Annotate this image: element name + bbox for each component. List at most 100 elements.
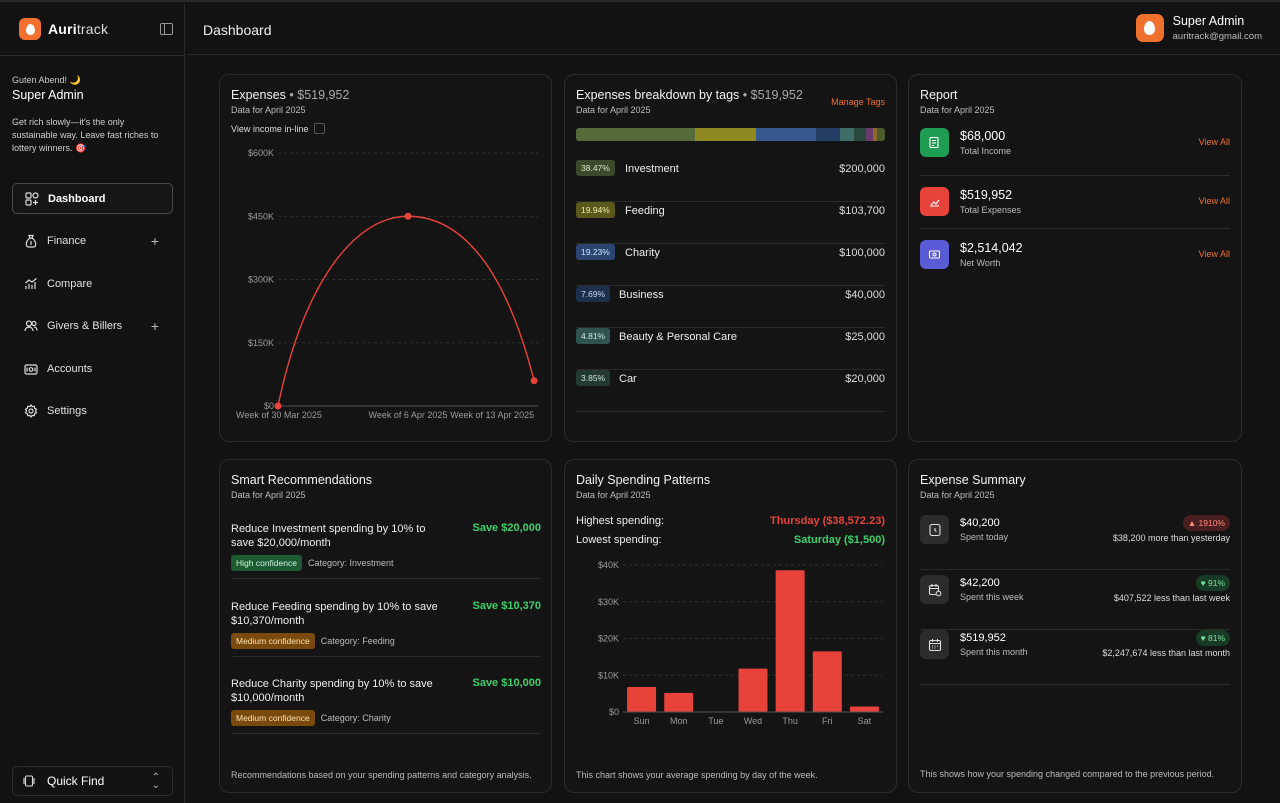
tag-percent-badge: 38.47% <box>576 160 615 176</box>
recommendation-item[interactable]: Reduce Charity spending by 10% to save $… <box>231 677 541 734</box>
money-bag-icon <box>25 234 37 248</box>
tag-bar-segment <box>576 128 695 141</box>
bar[interactable] <box>775 570 805 712</box>
y-tick-label: $300K <box>248 275 274 285</box>
expenses-line <box>277 215 535 407</box>
tag-bar-segment <box>877 128 885 141</box>
x-tick-label: Thu <box>782 716 798 726</box>
category-label: Category: Charity <box>320 713 391 723</box>
y-tick-label: $0 <box>609 707 619 717</box>
view-all-link[interactable]: View All <box>1198 249 1230 259</box>
tag-bar-segment <box>839 128 855 141</box>
tag-bar-segment <box>694 128 757 141</box>
divider <box>920 228 1230 229</box>
tag-row[interactable]: 7.69% Business $40,000 <box>576 286 885 328</box>
sidebar-nav: Dashboard Finance + Compare Givers & Bil… <box>12 183 173 439</box>
bar[interactable] <box>627 687 657 712</box>
save-amount: Save $10,370 <box>472 600 541 612</box>
user-menu[interactable]: Super Admin auritrack@gmail.com <box>1135 14 1262 42</box>
daily-bar-chart: $0 $10K $20K $30K $40K Sun Mon Tue Wed Thu Fri Sat <box>598 560 883 726</box>
report-card: Report Data for April 2025 $68,000 Total… <box>908 74 1242 442</box>
tag-row[interactable]: 19.94% Feeding $103,700 <box>576 202 885 244</box>
x-tick-label: Mon <box>670 716 688 726</box>
expenses-card: Expenses • $519,952 Data for April 2025 … <box>219 74 552 442</box>
x-tick-label: Sat <box>858 716 872 726</box>
avatar[interactable] <box>1135 14 1164 42</box>
confidence-badge: High confidence <box>231 555 302 571</box>
calendar-clock-icon <box>920 575 949 604</box>
bar[interactable] <box>849 706 879 712</box>
recommendation-text: Reduce Feeding spending by 10% to save $… <box>231 601 438 627</box>
tag-value: $20,000 <box>845 373 885 385</box>
x-tick-label: Sun <box>634 716 650 726</box>
tag-name: Car <box>619 373 637 385</box>
user-name: Super Admin <box>1172 14 1245 28</box>
tag-percent-badge: 3.85% <box>576 370 611 386</box>
manage-tags-link[interactable]: Manage Tags <box>831 97 885 107</box>
tag-row[interactable]: 38.47% Investment $200,000 <box>576 160 885 202</box>
expand-plus-icon[interactable]: + <box>150 317 159 334</box>
sidebar-item-dashboard[interactable]: Dashboard <box>12 183 173 214</box>
recommendation-text: Reduce Investment spending by 10% to sav… <box>231 523 426 549</box>
tag-row[interactable]: 4.81% Beauty & Personal Care $25,000 <box>576 328 885 370</box>
motivational-quote: Get rich slowly—it's the only sustainabl… <box>12 117 159 153</box>
lowest-label: Lowest spending: <box>576 534 662 546</box>
tag-value: $100,000 <box>839 247 885 259</box>
recommendation-item[interactable]: Reduce Investment spending by 10% to sav… <box>231 522 541 579</box>
expenses-line-chart: $0 $150K $300K $450K $600K Week of 30 Mar 202… <box>236 148 538 420</box>
brand-name: Auritrack <box>48 21 109 37</box>
tag-name: Beauty & Personal Care <box>619 331 738 343</box>
sidebar-item-label: Compare <box>47 277 93 290</box>
summary-value: $40,200 <box>960 517 1000 529</box>
summary-label: Spent this week <box>960 592 1024 602</box>
view-all-link[interactable]: View All <box>1198 196 1230 206</box>
sidebar-item-compare[interactable]: Compare <box>12 268 173 299</box>
highest-value: Thursday ($38,572.23) <box>770 515 885 527</box>
data-point[interactable] <box>404 212 412 220</box>
income-checkbox[interactable] <box>314 123 326 134</box>
income-icon <box>920 128 949 157</box>
logo-icon <box>19 18 41 40</box>
tag-percent-badge: 7.69% <box>576 286 611 302</box>
sidebar-item-settings[interactable]: Settings <box>12 396 173 427</box>
data-point[interactable] <box>274 402 282 410</box>
summary-row-today: $40,200 Spent today ▲ 1910% $38,200 more… <box>920 515 1230 570</box>
sidebar-item-finance[interactable]: Finance + <box>12 226 173 257</box>
sidebar-item-givers-billers[interactable]: Givers & Billers + <box>12 311 173 342</box>
report-label: Total Expenses <box>960 205 1022 215</box>
clock-icon <box>920 515 949 544</box>
recommendation-item[interactable]: Reduce Feeding spending by 10% to save $… <box>231 600 541 657</box>
brand[interactable]: Auritrack <box>19 18 108 40</box>
summary-label: Spent this month <box>960 647 1028 657</box>
report-value: $68,000 <box>960 129 1006 143</box>
change-text: $38,200 more than yesterday <box>1112 533 1230 543</box>
view-all-link[interactable]: View All <box>1198 137 1230 147</box>
tag-bar-segment <box>756 128 816 141</box>
sidebar-item-accounts[interactable]: Accounts <box>12 353 173 384</box>
report-value: $519,952 <box>960 188 1013 202</box>
recommendation-text: Reduce Charity spending by 10% to save $… <box>231 678 433 704</box>
view-income-toggle[interactable]: View income in-line <box>231 123 326 134</box>
data-point[interactable] <box>530 377 538 385</box>
card-title: Expense Summary <box>920 473 1026 487</box>
sidebar: Auritrack Guten Abend! 🌙 Super Admin Get… <box>0 4 185 803</box>
card-subtitle: Data for April 2025 <box>231 490 306 500</box>
breakdown-card: Expenses breakdown by tags • $519,952 Da… <box>564 74 897 442</box>
expand-plus-icon[interactable]: + <box>150 232 159 249</box>
quick-find-button[interactable]: Quick Find ⌃ ⌄ <box>12 766 173 796</box>
expenses-icon <box>920 187 949 216</box>
bar[interactable] <box>738 668 768 712</box>
save-amount: Save $10,000 <box>472 677 541 689</box>
change-badge: ▲ 1910% <box>1182 515 1230 531</box>
highest-label: Highest spending: <box>576 515 665 527</box>
card-footer: Recommendations based on your spending p… <box>231 770 532 780</box>
confidence-badge: Medium confidence <box>231 633 315 649</box>
change-badge: ♥ 81% <box>1195 630 1230 646</box>
sidebar-toggle-icon[interactable] <box>160 23 173 35</box>
bar[interactable] <box>664 692 694 712</box>
tag-row[interactable]: 3.85% Car $20,000 <box>576 370 885 412</box>
tag-percent-badge: 19.94% <box>576 202 615 218</box>
tag-name: Feeding <box>625 205 665 217</box>
bar[interactable] <box>812 651 842 712</box>
tag-row[interactable]: 19.23% Charity $100,000 <box>576 244 885 286</box>
